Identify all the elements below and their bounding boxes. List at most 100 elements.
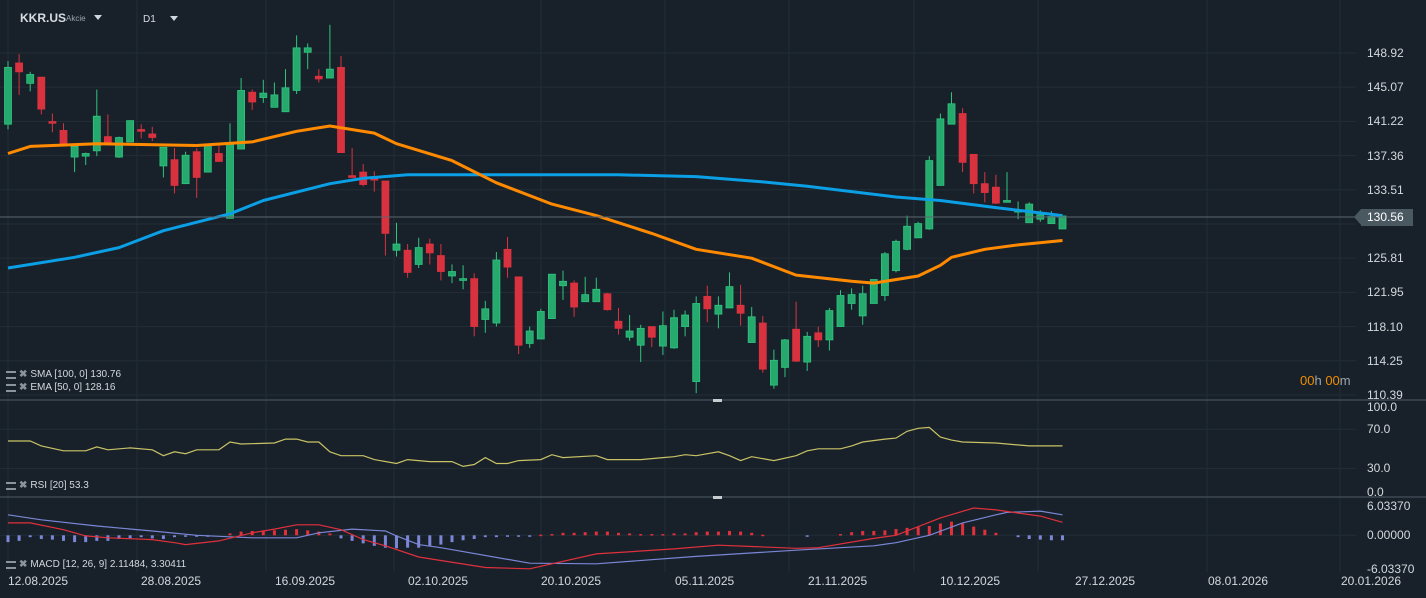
candle-down (148, 133, 157, 138)
panel-resize-handle[interactable] (713, 496, 722, 499)
macd-histogram-bar-negative (28, 535, 32, 538)
candle-up (559, 280, 567, 287)
close-icon[interactable]: ✖ (19, 480, 28, 491)
macd-histogram-bar-positive (572, 532, 576, 536)
candle-up (459, 278, 468, 281)
settings-icon[interactable] (6, 370, 16, 379)
macd-histogram-bar-positive (306, 530, 310, 536)
rsi-tick-label: 30.0 (1367, 461, 1391, 476)
symbol-dropdown-icon[interactable] (94, 15, 102, 20)
candle-up (115, 137, 123, 158)
price-tick-label: 133.51 (1367, 182, 1404, 197)
x-tick-label: 20.01.2026 (1341, 574, 1402, 588)
candle-up (26, 74, 35, 84)
macd-tick-label: -6.03370 (1367, 562, 1415, 576)
x-tick-label: 16.09.2025 (275, 574, 336, 588)
price-tick-label: 125.81 (1367, 251, 1404, 266)
candle-down (647, 326, 656, 338)
macd-histogram-bar-positive (761, 534, 765, 537)
candle-up (581, 294, 590, 303)
macd-histogram-bar-positive (628, 533, 632, 536)
candle-up (869, 279, 878, 304)
macd-histogram-bar-positive (961, 523, 965, 536)
legend-sma: ✖ SMA [100, 0] 130.76 (6, 369, 121, 380)
macd-histogram-bar-positive (916, 527, 920, 536)
candle-down (192, 151, 201, 178)
candle-down (170, 159, 179, 186)
macd-histogram-bar-positive (861, 530, 865, 536)
candle-down (503, 248, 512, 268)
macd-histogram-bar-negative (428, 535, 432, 546)
macd-histogram-bar-negative (439, 535, 443, 545)
candle-down (425, 243, 434, 254)
macd-histogram-bar-negative (472, 535, 476, 540)
candle-up (392, 243, 401, 251)
symbol-label[interactable]: KKR.US (20, 11, 67, 25)
candle-down (703, 295, 712, 310)
candle-up (325, 68, 334, 79)
macd-histogram-bar-negative (1016, 535, 1020, 538)
rsi-line (8, 426, 1063, 468)
macd-histogram-bar-negative (417, 535, 421, 548)
candle-up (836, 295, 845, 327)
macd-histogram-bar-negative (450, 535, 454, 543)
candle-down (337, 66, 345, 153)
timeframe-dropdown-icon[interactable] (170, 16, 178, 21)
macd-histogram-bar-positive (927, 526, 931, 536)
candle-up (536, 311, 545, 340)
macd-histogram-bar-negative (62, 535, 65, 541)
rsi-tick-label: 0.0 (1367, 485, 1384, 499)
candle-down (980, 183, 989, 193)
settings-icon[interactable] (6, 560, 16, 569)
candle-up (92, 115, 101, 152)
macd-histogram-bar-positive (261, 530, 265, 536)
candle-up (81, 153, 90, 157)
candle-down (792, 328, 800, 362)
settings-icon[interactable] (6, 383, 16, 392)
x-tick-label: 10.12.2025 (940, 574, 1001, 588)
ema-50-line (7, 124, 1063, 285)
candle-down (570, 282, 578, 308)
macd-histogram-bar-positive (295, 529, 299, 536)
timeframe-label[interactable]: D1 (143, 14, 156, 25)
candle-up (4, 66, 12, 125)
candle-up (892, 240, 900, 272)
candle-up (292, 47, 301, 91)
price-tick-label: 118.10 (1367, 319, 1403, 334)
panel-resize-handle[interactable] (713, 399, 722, 402)
macd-histogram-bar-negative (528, 535, 532, 537)
macd-histogram-bar-negative (494, 535, 498, 538)
macd-histogram-bar-negative (350, 535, 354, 541)
settings-icon[interactable] (6, 481, 16, 490)
candle-up (1003, 200, 1011, 203)
close-icon[interactable]: ✖ (19, 559, 28, 570)
macd-histogram-bar-negative (372, 535, 376, 546)
macd-histogram-bar-positive (605, 531, 609, 536)
candle-up (670, 317, 678, 349)
macd-histogram-bar-positive (539, 534, 543, 537)
sma-label: SMA [100, 0] 130.76 (30, 369, 122, 380)
macd-histogram-bar-positive (972, 526, 976, 536)
close-icon[interactable]: ✖ (19, 369, 28, 380)
price-tick-label: 137.36 (1367, 148, 1404, 163)
macd-histogram-bar-negative (517, 535, 521, 537)
candle-down (603, 293, 612, 311)
macd-tick-label: 6.03370 (1367, 499, 1411, 513)
candle-down (48, 121, 57, 124)
candle-up (714, 304, 723, 315)
macd-histogram-bar-positive (272, 530, 276, 536)
macd-histogram-bar-positive (750, 532, 754, 536)
macd-histogram-bar-positive (583, 532, 587, 536)
horizontal-gridlines (0, 52, 1356, 536)
price-tick-label: 141.22 (1367, 114, 1404, 129)
candle-up (1058, 215, 1067, 230)
x-tick-label: 27.12.2025 (1075, 574, 1136, 588)
candle-down (15, 62, 24, 73)
candle-up (847, 294, 856, 304)
macd-histogram-bar-negative (128, 535, 132, 539)
macd-histogram-bar-negative (383, 535, 387, 548)
candle-up (303, 47, 312, 53)
candle-up (492, 259, 501, 324)
close-icon[interactable]: ✖ (19, 382, 28, 393)
